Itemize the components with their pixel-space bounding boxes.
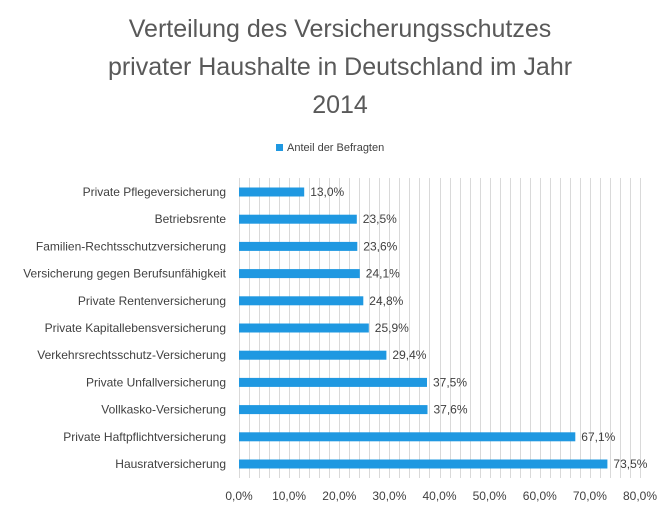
bar — [239, 350, 387, 360]
x-tick-label: 20,0% — [322, 489, 356, 503]
bar — [239, 432, 576, 442]
legend-swatch — [276, 144, 283, 151]
data-label: 13,0% — [310, 185, 344, 199]
data-label: 37,6% — [434, 403, 468, 417]
data-label: 73,5% — [613, 457, 647, 471]
x-tick-label: 50,0% — [473, 489, 507, 503]
category-label: Betriebsrente — [155, 212, 227, 226]
legend-label: Anteil der Befragten — [287, 142, 384, 154]
category-label: Versicherung gegen Berufsunfähigkeit — [23, 267, 226, 281]
x-tick-label: 70,0% — [573, 489, 607, 503]
data-label: 25,9% — [375, 321, 409, 335]
legend: Anteil der Befragten — [276, 142, 384, 154]
bar — [239, 269, 360, 279]
category-label: Private Pflegeversicherung — [83, 185, 226, 199]
category-label: Private Kapitallebensversicherung — [45, 321, 226, 335]
data-label: 23,6% — [363, 239, 397, 253]
chart-title-line-2: privater Haushalte in Deutschland im Jah… — [108, 53, 572, 81]
bar — [239, 377, 427, 387]
x-tick-label: 80,0% — [623, 489, 657, 503]
x-axis-tick-labels: 0,0% 10,0% 20,0% 30,0% 40,0% 50,0% 60,0% 70,0% 8… — [225, 489, 657, 503]
bar — [239, 405, 428, 415]
x-tick-label: 40,0% — [422, 489, 456, 503]
bars — [239, 187, 608, 469]
category-label: Hausratversicherung — [115, 457, 226, 471]
category-label: Familien-Rechtsschutzversicherung — [36, 239, 226, 253]
data-label: 24,8% — [369, 294, 403, 308]
category-label: Private Haftpflichtversicherung — [63, 430, 226, 444]
category-labels: Private Pflegeversicherung Betriebsrente F… — [23, 185, 226, 471]
bar — [239, 187, 305, 197]
chart-title-line-3: 2014 — [312, 91, 368, 119]
category-label: Private Rentenversicherung — [78, 294, 226, 308]
data-labels: 13,0% 23,5% 23,6% 24,1% 24,8% 25,9% 29,4% 37,5%… — [310, 185, 648, 471]
bar — [239, 241, 358, 251]
chart-title: Verteilung des Versicherungsschutzes pri… — [108, 15, 572, 119]
data-label: 23,5% — [363, 212, 397, 226]
bar — [239, 459, 608, 469]
data-label: 67,1% — [581, 430, 615, 444]
x-tick-label: 10,0% — [272, 489, 306, 503]
data-label: 29,4% — [392, 348, 426, 362]
x-tick-label: 0,0% — [225, 489, 253, 503]
x-tick-label: 30,0% — [372, 489, 406, 503]
bar — [239, 296, 364, 306]
category-label: Verkehrsrechtsschutz-Versicherung — [37, 348, 226, 362]
x-tick-label: 60,0% — [523, 489, 557, 503]
data-label: 37,5% — [433, 375, 467, 389]
category-label: Private Unfallversicherung — [86, 375, 226, 389]
chart-title-line-1: Verteilung des Versicherungsschutzes — [129, 15, 551, 43]
bar — [239, 214, 357, 224]
data-label: 24,1% — [366, 267, 400, 281]
bar — [239, 323, 369, 333]
category-label: Vollkasko-Versicherung — [101, 403, 226, 417]
